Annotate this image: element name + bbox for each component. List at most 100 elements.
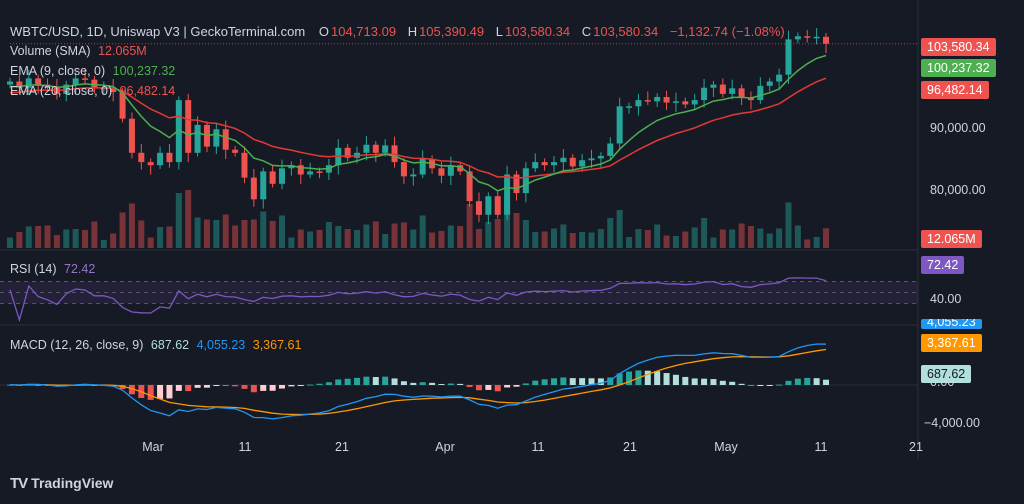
tradingview-logo[interactable]: TV TradingView <box>10 475 113 492</box>
volume-bar <box>579 232 586 248</box>
volume-bar <box>738 223 745 248</box>
volume-bar <box>522 220 529 248</box>
open-value: 104,713.09 <box>330 24 397 39</box>
x-tick: 11 <box>531 440 545 454</box>
volume-bar <box>635 229 642 248</box>
volume-bar <box>654 224 661 248</box>
volume-bar <box>569 233 576 248</box>
volume-legend[interactable]: Volume (SMA) 12.065M <box>10 44 147 58</box>
candle-body <box>279 168 285 184</box>
volume-bar <box>147 237 154 248</box>
candle-body <box>794 36 801 40</box>
macd-histogram-bar <box>203 385 210 388</box>
low-label: L <box>495 24 504 39</box>
symbol-label[interactable]: WBTC/USD, 1D, Uniswap V3 | GeckoTerminal… <box>10 24 306 39</box>
ema9-price-tag: 100,237.32 <box>921 59 996 77</box>
candle-body <box>710 84 717 88</box>
macd-histogram-bar <box>569 378 576 385</box>
macd-histogram-bar <box>260 385 267 391</box>
volume-bar <box>53 235 60 248</box>
macd-legend-hist: 687.62 <box>150 338 190 352</box>
macd-histogram-bar <box>794 378 801 385</box>
candle-body <box>7 81 13 85</box>
macd-legend-signal: 3,367.61 <box>252 338 302 352</box>
candle-body <box>128 118 135 153</box>
candle-body <box>701 87 708 101</box>
volume-bar <box>307 231 314 248</box>
volume-bar <box>691 227 698 248</box>
volume-bar <box>91 221 98 248</box>
candle-body <box>72 78 79 85</box>
macd-histogram-bar <box>785 380 792 385</box>
volume-bar <box>325 222 332 248</box>
candle-body <box>607 143 614 156</box>
candle-body <box>663 97 670 103</box>
price-tick: 80,000.00 <box>930 183 986 197</box>
volume-bar <box>185 190 192 248</box>
volume-bar <box>119 212 126 248</box>
macd-histogram-bar <box>119 385 126 390</box>
candle-body <box>185 100 192 153</box>
candle-body <box>560 157 567 163</box>
candle-body <box>241 152 248 178</box>
x-tick: 21 <box>623 440 637 454</box>
candle-body <box>672 101 679 103</box>
volume-bar <box>82 230 89 248</box>
macd-histogram-bar <box>297 385 304 386</box>
volume-bar <box>269 221 276 248</box>
macd-histogram-bar <box>391 378 398 385</box>
candle-body <box>363 144 370 153</box>
macd-histogram-bar <box>560 377 567 385</box>
ema20-legend-value: 96,482.14 <box>119 84 176 98</box>
candle-body <box>766 81 773 86</box>
candle-body <box>166 152 173 163</box>
volume-bar <box>63 229 70 248</box>
volume-bar <box>72 229 79 248</box>
candle-body <box>82 78 89 80</box>
macd-histogram-bar <box>494 385 501 392</box>
volume-bar <box>363 224 370 248</box>
candle-body <box>719 84 726 94</box>
volume-bar <box>382 234 389 248</box>
ema20-legend[interactable]: EMA (20, close, 0) 96,482.14 <box>10 84 175 98</box>
volume-bar <box>400 222 407 248</box>
volume-bar <box>785 202 792 248</box>
volume-bar <box>663 235 670 248</box>
volume-bar <box>616 210 623 248</box>
ema9-legend-value: 100,237.32 <box>112 64 176 78</box>
macd-histogram-bar <box>701 378 708 385</box>
macd-histogram-bar <box>766 385 773 386</box>
candle-body <box>372 144 379 153</box>
candle-body <box>569 157 576 167</box>
volume-bar <box>757 228 764 248</box>
ema9-legend[interactable]: EMA (9, close, 0) 100,237.32 <box>10 64 175 78</box>
volume-bar <box>541 231 548 248</box>
volume-bar <box>250 219 257 248</box>
volume-bar <box>44 225 51 248</box>
candle-body <box>35 78 42 85</box>
macd-legend[interactable]: MACD (12, 26, close, 9) 687.62 4,055.23 … <box>10 338 301 352</box>
macd-histogram-bar <box>457 383 464 385</box>
candle-body <box>804 36 811 38</box>
volume-bar <box>166 226 173 248</box>
tradingview-icon: TV <box>10 475 28 492</box>
volume-bar <box>372 221 379 248</box>
macd-histogram-bar <box>719 380 726 385</box>
volume-bar <box>729 229 736 248</box>
macd-histogram-bar <box>438 383 445 385</box>
macd-histogram-bar <box>541 379 548 385</box>
volume-bar <box>354 230 361 248</box>
volume-bar <box>16 232 23 248</box>
rsi-legend[interactable]: RSI (14) 72.42 <box>10 262 95 276</box>
price-tick: 90,000.00 <box>930 121 986 135</box>
volume-bar <box>138 220 145 248</box>
volume-bar <box>588 232 595 248</box>
last-price-tag: 103,580.34 <box>921 38 996 56</box>
volume-bar <box>626 237 633 248</box>
ema9-line <box>9 54 827 192</box>
candle-body <box>344 147 351 158</box>
volume-legend-label: Volume (SMA) <box>10 44 91 58</box>
candle-body <box>269 171 276 184</box>
rsi-tick: 40.00 <box>930 292 962 306</box>
